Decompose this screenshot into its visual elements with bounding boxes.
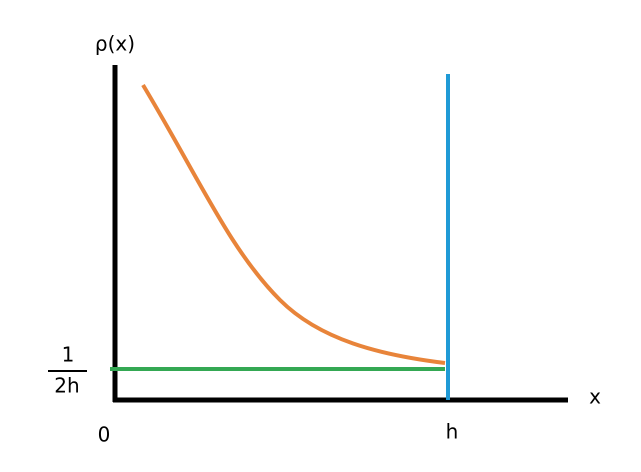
x-axis-label: x <box>589 385 601 409</box>
origin-label: 0 <box>98 423 111 447</box>
h-label: h <box>446 420 459 444</box>
y-axis-label: ρ(x) <box>95 32 135 56</box>
density-curve <box>141 83 446 365</box>
fraction-numerator: 1 <box>62 343 75 367</box>
fraction-denominator: 2h <box>54 374 79 398</box>
